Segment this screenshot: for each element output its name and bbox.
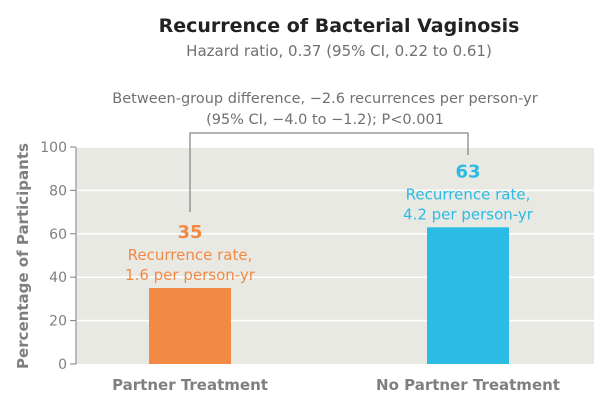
bar-value-label: 35 xyxy=(177,222,202,243)
bar xyxy=(427,227,509,364)
bar xyxy=(149,288,231,364)
bar-annotation: 4.2 per person-yr xyxy=(403,205,534,223)
comparison-annotation-line: (95% CI, −4.0 to −1.2); P<0.001 xyxy=(206,112,444,128)
bar-annotation: Recurrence rate, xyxy=(128,246,253,264)
y-tick-label: 60 xyxy=(49,227,67,243)
bar-annotation: Recurrence rate, xyxy=(406,185,531,203)
bars: Recurrence rate, 1.6 per person-yr 35 Recur… xyxy=(125,161,534,364)
x-category-label: No Partner Treatment xyxy=(376,376,560,394)
bracket-line xyxy=(189,132,469,212)
chart-subtitle: Hazard ratio, 0.37 (95% CI, 0.22 to 0.61… xyxy=(186,42,492,60)
comparison-annotation-line: Between-group difference, −2.6 recurrenc… xyxy=(112,91,537,107)
annotation-backing xyxy=(202,112,448,128)
bar-annotation: 1.6 per person-yr xyxy=(125,266,256,284)
y-tick-label: 40 xyxy=(49,270,67,286)
y-tick-label: 0 xyxy=(58,357,67,373)
y-tick-label: 80 xyxy=(49,183,67,199)
y-axis: 0 20 40 60 80 100 xyxy=(40,140,77,373)
x-axis: Partner Treatment No Partner Treatment xyxy=(112,376,560,394)
comparison-bracket xyxy=(189,132,469,212)
bar-value-label: 63 xyxy=(455,161,480,182)
y-axis-label: Percentage of Participants xyxy=(14,143,32,369)
chart-title: Recurrence of Bacterial Vaginosis xyxy=(159,15,520,37)
y-tick-label: 20 xyxy=(49,314,67,330)
annotation-backing xyxy=(108,91,542,107)
comparison-annotation: Between-group difference, −2.6 recurrenc… xyxy=(108,91,542,128)
x-category-label: Partner Treatment xyxy=(112,376,268,394)
y-tick-label: 100 xyxy=(40,140,67,156)
